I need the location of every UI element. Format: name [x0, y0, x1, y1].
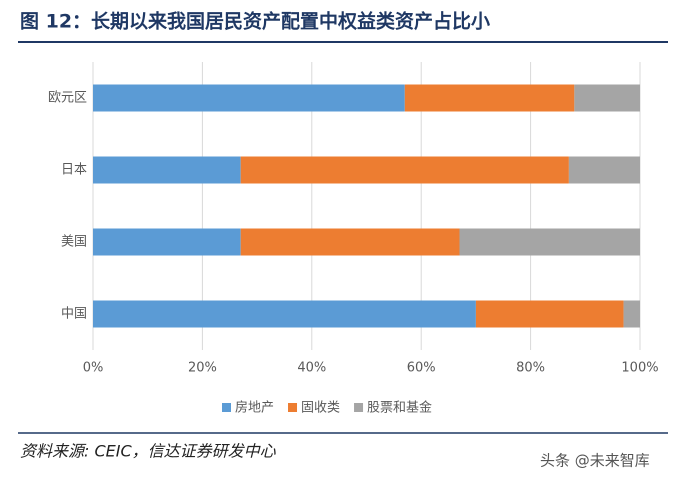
bar-segment — [93, 156, 241, 184]
x-tick-label: 20% — [188, 361, 217, 376]
bar-segment — [623, 300, 640, 328]
source: 资料来源: CEIC，信达证券研发中心 — [20, 442, 277, 461]
bar-segment — [404, 84, 575, 112]
bar-segment — [240, 228, 460, 256]
x-tick-label: 0% — [83, 361, 104, 376]
legend-swatch — [288, 403, 298, 412]
bar-segment — [240, 156, 569, 184]
bar-segment — [93, 228, 241, 256]
x-tick-label: 40% — [297, 361, 326, 376]
y-tick-label: 欧元区 — [48, 91, 87, 106]
chart-title: 图 12：长期以来我国居民资产配置中权益类资产占比小 — [20, 10, 490, 33]
x-tick-label: 100% — [621, 361, 658, 376]
bar-segment — [475, 300, 624, 328]
bar-segment — [93, 84, 405, 112]
legend-swatch — [354, 403, 364, 412]
x-tick-label: 80% — [516, 361, 545, 376]
x-tick-label: 60% — [407, 361, 436, 376]
y-tick-label: 中国 — [61, 307, 87, 322]
bar-segment — [568, 156, 640, 184]
bar-segment — [574, 84, 640, 112]
legend-label: 股票和基金 — [367, 400, 432, 416]
bar-segment — [93, 300, 476, 328]
legend-label: 固收类 — [301, 401, 340, 416]
legend-swatch — [222, 403, 231, 412]
y-tick-label: 日本 — [61, 163, 87, 178]
y-tick-label: 美国 — [61, 235, 87, 250]
bar-segment — [459, 228, 640, 256]
watermark: 头条 @未来智库 — [540, 452, 650, 470]
legend-label: 房地产 — [235, 400, 274, 416]
